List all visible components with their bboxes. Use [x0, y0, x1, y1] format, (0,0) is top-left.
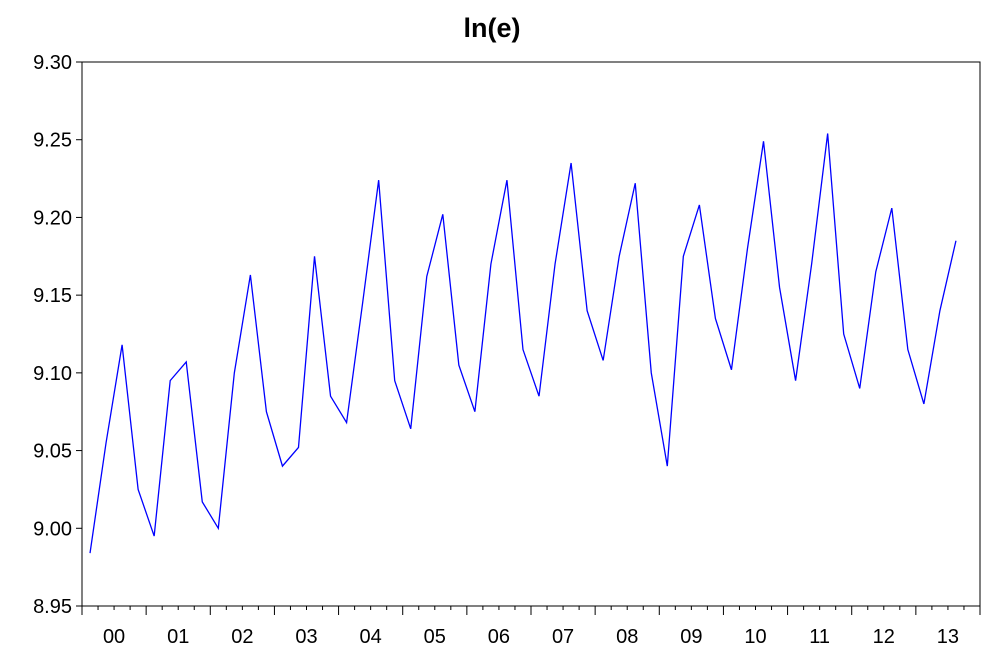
y-tick-label: 9.00	[33, 518, 72, 540]
x-tick-label: 03	[295, 626, 317, 648]
x-tick-label: 06	[488, 626, 510, 648]
y-tick-label: 9.15	[33, 285, 72, 307]
x-axis: 00 01 02 03 04 05 06 07 08 09 10 11 12 13	[81, 606, 981, 648]
y-tick-label: 9.05	[33, 441, 72, 463]
x-tick-label: 10	[744, 626, 766, 648]
y-tick-label: 8.95	[33, 596, 72, 618]
x-tick-label: 13	[937, 626, 959, 648]
x-tick-label: 04	[360, 626, 382, 648]
x-tick-label: 02	[231, 626, 253, 648]
x-tick-label: 08	[616, 626, 638, 648]
series-line	[89, 133, 957, 554]
chart-title: ln(e)	[464, 13, 521, 43]
y-tick-label: 9.20	[33, 207, 72, 229]
series-group	[89, 133, 957, 554]
y-axis: 8.95 9.00 9.05 9.10 9.15 9.20 9.25 9.30	[33, 52, 82, 618]
y-tick-label: 9.30	[33, 52, 72, 74]
x-tick-label: 11	[809, 626, 830, 648]
x-tick-label: 07	[552, 626, 574, 648]
y-tick-label: 9.25	[33, 130, 72, 152]
plot-area-frame	[81, 61, 981, 607]
y-tick-label: 9.10	[33, 363, 72, 385]
x-tick-label: 00	[103, 626, 125, 648]
x-tick-label: 05	[424, 626, 446, 648]
x-tick-label: 09	[680, 626, 702, 648]
x-tick-label: 01	[167, 626, 189, 648]
x-tick-label: 12	[873, 626, 895, 648]
